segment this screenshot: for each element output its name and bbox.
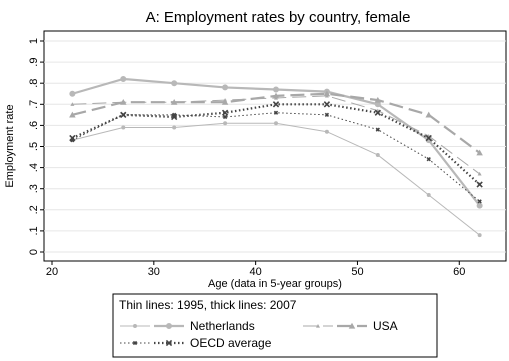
data-point-netherlands-1995 — [121, 125, 126, 130]
x-tick-label: 50 — [351, 266, 363, 278]
data-point-oecd-average-2007 — [323, 101, 331, 108]
data-point-oecd-average-1995 — [273, 110, 279, 115]
legend-item-oecd-average: OECD average — [120, 336, 272, 350]
series-line-oecd-average-1995 — [72, 112, 480, 202]
data-point-netherlands-1995 — [273, 121, 278, 126]
data-point-usa-2007 — [323, 90, 331, 97]
y-tick-label: .2 — [28, 205, 40, 214]
y-tick-label: .9 — [28, 58, 40, 67]
data-point-netherlands-2007 — [272, 86, 279, 93]
legend-label: OECD average — [190, 336, 272, 350]
y-tick-label: 1 — [28, 38, 40, 44]
series-markers — [69, 75, 483, 238]
data-point-usa-2007 — [425, 111, 432, 118]
x-tick-label: 60 — [453, 266, 465, 278]
x-tick-label: 20 — [46, 266, 58, 278]
plot-area — [43, 30, 507, 262]
data-point-netherlands-2007 — [222, 84, 229, 91]
data-point-usa-2007 — [272, 92, 280, 99]
data-point-usa-2007 — [476, 149, 483, 156]
data-point-netherlands-2007 — [476, 202, 483, 209]
legend-item-usa: USA — [303, 319, 398, 333]
y-axis: 0 .1 .2 .3 .4 .5 .6 .7 .8 .9 1 — [28, 38, 44, 255]
x-axis-label: Age (data in 5-year groups) — [208, 278, 342, 290]
legend-item-netherlands: Netherlands — [120, 319, 255, 333]
legend-note: Thin lines: 1995, thick lines: 2007 — [119, 298, 297, 312]
legend-items: Netherlands USA OECD average — [120, 319, 398, 350]
data-point-oecd-average-1995 — [324, 112, 330, 118]
data-point-netherlands-1995 — [477, 233, 482, 238]
data-point-netherlands-2007 — [120, 75, 127, 82]
legend: Thin lines: 1995, thick lines: 2007 Neth… — [112, 293, 438, 358]
data-point-usa-2007 — [221, 98, 229, 105]
data-point-oecd-average-1995 — [477, 199, 482, 204]
legend-marker-thin — [132, 340, 138, 346]
x-axis: 20 30 40 50 60 — [46, 261, 465, 278]
data-point-oecd-average-2007 — [120, 111, 127, 119]
y-tick-label: .8 — [28, 79, 40, 88]
data-point-oecd-average-2007 — [425, 134, 432, 142]
legend-marker-thin — [316, 324, 320, 328]
data-point-oecd-average-2007 — [171, 113, 178, 121]
data-point-netherlands-2007 — [69, 90, 76, 97]
legend-marker-thin — [132, 323, 137, 328]
x-tick-label: 40 — [250, 266, 262, 278]
y-tick-label: .4 — [28, 163, 40, 172]
legend-marker-thick — [165, 322, 172, 329]
data-point-usa-1995 — [477, 171, 482, 176]
legend-label: Netherlands — [190, 319, 255, 333]
data-point-oecd-average-2007 — [221, 109, 229, 116]
data-point-oecd-average-2007 — [374, 109, 381, 116]
data-point-oecd-average-2007 — [476, 181, 483, 188]
x-tick-label: 30 — [148, 266, 160, 278]
y-tick-label: .7 — [28, 100, 40, 109]
series-line-oecd-average-2007 — [71, 103, 481, 186]
data-point-usa-2007 — [170, 98, 178, 105]
data-point-oecd-average-2007 — [272, 101, 280, 108]
data-point-netherlands-1995 — [375, 152, 380, 157]
y-tick-label: 0 — [28, 249, 40, 255]
gridlines — [44, 40, 506, 253]
y-axis-label: Employment rate — [4, 104, 16, 187]
data-point-oecd-average-1995 — [375, 127, 380, 132]
data-point-netherlands-1995 — [324, 129, 329, 134]
chart-title: A: Employment rates by country, female — [146, 9, 411, 26]
data-point-netherlands-1995 — [426, 193, 431, 198]
data-point-oecd-average-2007 — [69, 134, 76, 142]
data-point-oecd-average-1995 — [426, 156, 431, 162]
data-point-usa-2007 — [120, 98, 127, 105]
data-point-usa-1995 — [70, 102, 75, 106]
legend-marker-thick — [348, 322, 356, 329]
data-point-usa-2007 — [69, 111, 76, 118]
y-tick-label: .1 — [28, 226, 40, 235]
y-tick-label: .6 — [28, 121, 40, 130]
data-point-netherlands-1995 — [172, 125, 177, 130]
data-point-netherlands-2007 — [171, 80, 178, 87]
data-point-oecd-average-1995 — [222, 114, 228, 120]
legend-marker-thick — [165, 339, 173, 347]
y-tick-label: .5 — [28, 142, 40, 151]
data-point-netherlands-1995 — [223, 121, 228, 126]
legend-label: USA — [373, 319, 398, 333]
data-point-usa-2007 — [374, 96, 382, 103]
y-tick-label: .3 — [28, 184, 40, 193]
